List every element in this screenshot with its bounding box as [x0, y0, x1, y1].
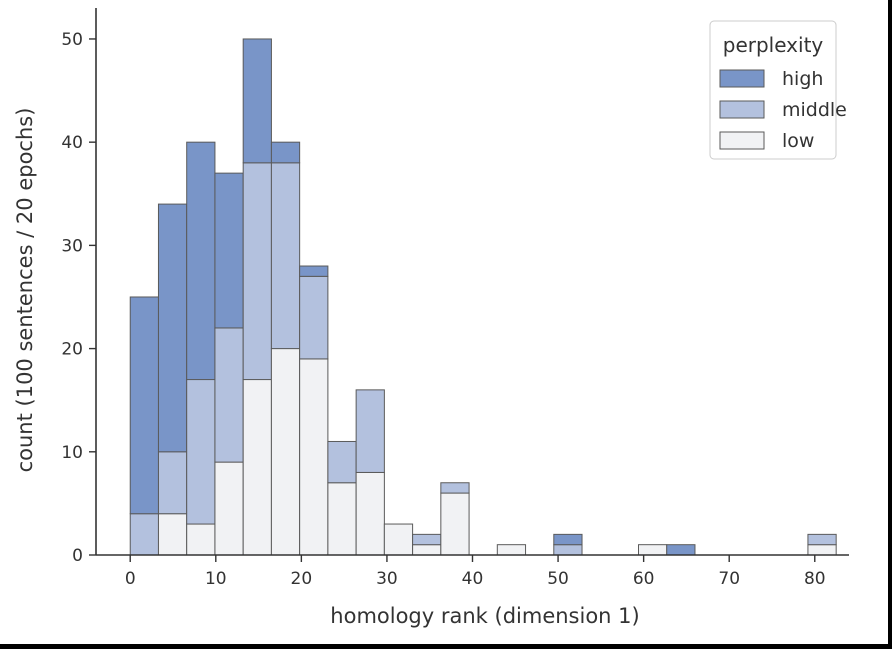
bar-low-bin-6 — [299, 358, 329, 556]
bar-middle-bin-3 — [214, 327, 244, 463]
bar-middle-bin-10 — [412, 533, 442, 546]
bar-high-bin-0 — [129, 296, 159, 515]
bar-low-bin-18 — [638, 544, 668, 556]
bar-middle-bin-15 — [553, 544, 583, 556]
bar-high-bin-15 — [553, 533, 583, 546]
bar-middle-bin-11 — [440, 482, 470, 494]
legend: perplexity high middle low — [709, 20, 847, 160]
axes-layer: 0 10 20 30 40 50 60 70 80 0 10 20 30 40 50 — [61, 8, 849, 589]
legend-label-middle: middle — [782, 99, 847, 121]
legend-box — [709, 20, 837, 160]
bar-low-bin-8 — [355, 471, 385, 556]
bar-high-bin-19 — [666, 544, 696, 556]
bar-low-bin-24 — [807, 544, 837, 556]
x-axis-label: homology rank (dimension 1) — [330, 604, 639, 628]
legend-swatch-middle — [719, 100, 765, 119]
y-tick-label: 0 — [72, 546, 83, 566]
x-tick-label: 0 — [125, 569, 136, 589]
legend-swatch-low — [719, 131, 765, 150]
x-tick-label: 80 — [804, 569, 826, 589]
bar-middle-bin-0 — [129, 513, 159, 556]
bar-low-bin-13 — [496, 544, 527, 556]
y-tick-label: 10 — [61, 443, 83, 463]
x-tick-label: 40 — [462, 569, 484, 589]
legend-title: perplexity — [723, 33, 824, 57]
bar-low-bin-9 — [383, 523, 414, 556]
bar-high-bin-3 — [214, 172, 244, 329]
x-tick-label: 70 — [718, 569, 740, 589]
bar-low-bin-5 — [270, 348, 301, 556]
bar-high-bin-6 — [299, 265, 329, 277]
bar-low-bin-4 — [242, 379, 272, 556]
bar-low-bin-11 — [440, 492, 470, 556]
x-tick-label: 30 — [376, 569, 398, 589]
y-tick-label: 20 — [61, 340, 83, 360]
legend-label-high: high — [782, 68, 823, 90]
bar-low-bin-3 — [214, 461, 244, 556]
bar-middle-bin-4 — [242, 162, 272, 381]
bar-middle-bin-24 — [807, 533, 837, 546]
bar-middle-bin-5 — [270, 162, 301, 350]
bar-low-bin-1 — [157, 513, 188, 556]
y-tick-label: 40 — [61, 133, 83, 153]
bar-high-bin-5 — [270, 141, 301, 164]
bar-high-bin-4 — [242, 38, 272, 164]
bar-low-bin-7 — [327, 482, 357, 556]
bar-middle-bin-2 — [186, 379, 216, 525]
bar-middle-bin-1 — [157, 451, 188, 515]
bar-middle-bin-8 — [355, 389, 385, 473]
legend-swatch-high — [719, 69, 765, 88]
y-tick-label: 50 — [61, 30, 83, 50]
bar-low-bin-2 — [186, 523, 216, 556]
bar-middle-bin-7 — [327, 440, 357, 484]
y-axis-label: count (100 sentences / 20 epochs) — [13, 108, 37, 473]
x-tick-label: 60 — [633, 569, 655, 589]
bar-high-bin-2 — [186, 141, 216, 381]
legend-label-low: low — [782, 130, 814, 152]
x-tick-label: 10 — [205, 569, 227, 589]
y-tick-label: 30 — [61, 236, 83, 256]
x-tick-label: 20 — [291, 569, 313, 589]
bars-layer — [129, 38, 837, 556]
bar-low-bin-10 — [412, 544, 442, 556]
bar-middle-bin-6 — [299, 275, 329, 360]
bar-high-bin-1 — [157, 203, 188, 453]
x-tick-label: 50 — [547, 569, 569, 589]
